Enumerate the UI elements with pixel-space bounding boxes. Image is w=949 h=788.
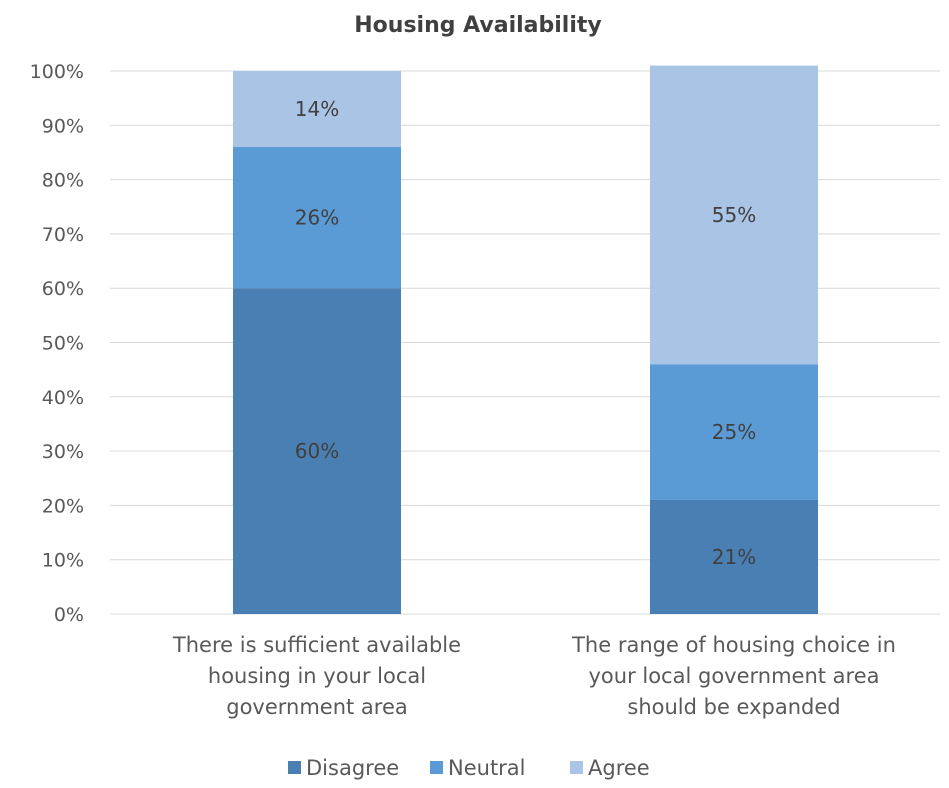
legend-swatch xyxy=(430,761,443,774)
data-label: 14% xyxy=(295,97,339,121)
bar-segment-disagree xyxy=(233,288,401,614)
legend-item-disagree: Disagree xyxy=(288,756,399,780)
legend-swatch xyxy=(288,761,301,774)
y-tick-label: 0% xyxy=(54,604,84,626)
data-label: 26% xyxy=(295,206,339,230)
x-category-label: The range of housing choice in your local… xyxy=(571,633,896,719)
bar-segment-disagree xyxy=(650,499,818,614)
legend-item-neutral: Neutral xyxy=(430,756,526,780)
legend: Disagree Neutral Agree xyxy=(288,756,650,780)
legend-label: Neutral xyxy=(448,756,526,780)
bar-segment-neutral xyxy=(233,147,401,289)
legend-label: Agree xyxy=(588,756,650,780)
y-tick-label: 100% xyxy=(30,61,84,83)
y-tick-label: 30% xyxy=(42,441,84,463)
x-category-label-line: There is sufficient available xyxy=(172,633,461,657)
y-tick-label: 50% xyxy=(42,333,84,355)
data-label: 25% xyxy=(712,420,756,444)
y-tick-label: 90% xyxy=(42,115,84,137)
x-category-label: There is sufficient available housing in … xyxy=(172,633,461,719)
x-category-label-line: should be expanded xyxy=(627,695,840,719)
legend-label: Disagree xyxy=(306,756,399,780)
y-tick-label: 20% xyxy=(42,495,84,517)
category-labels: There is sufficient available housing in … xyxy=(172,633,896,719)
x-category-label-line: housing in your local xyxy=(208,664,426,688)
legend-swatch xyxy=(570,761,583,774)
data-label: 60% xyxy=(295,439,339,463)
data-labels: 60% 26% 14% 21% 25% 55% xyxy=(295,97,756,569)
data-label: 55% xyxy=(712,203,756,227)
y-tick-label: 60% xyxy=(42,278,84,300)
y-axis-tick-labels: 0% 10% 20% 30% 40% 50% 60% 70% 80% 90% 100% xyxy=(30,61,84,626)
data-label: 21% xyxy=(712,545,756,569)
bar-segment-agree xyxy=(233,71,401,148)
x-category-label-line: your local government area xyxy=(588,664,879,688)
chart-title: Housing Availability xyxy=(354,13,601,38)
y-tick-label: 70% xyxy=(42,224,84,246)
x-category-label-line: government area xyxy=(226,695,408,719)
x-category-label-line: The range of housing choice in xyxy=(571,633,896,657)
bar-segment-agree xyxy=(650,65,818,365)
y-tick-label: 40% xyxy=(42,387,84,409)
legend-item-agree: Agree xyxy=(570,756,650,780)
bar-segment-neutral xyxy=(650,364,818,500)
bars xyxy=(233,65,818,614)
y-tick-label: 10% xyxy=(42,550,84,572)
y-tick-label: 80% xyxy=(42,170,84,192)
